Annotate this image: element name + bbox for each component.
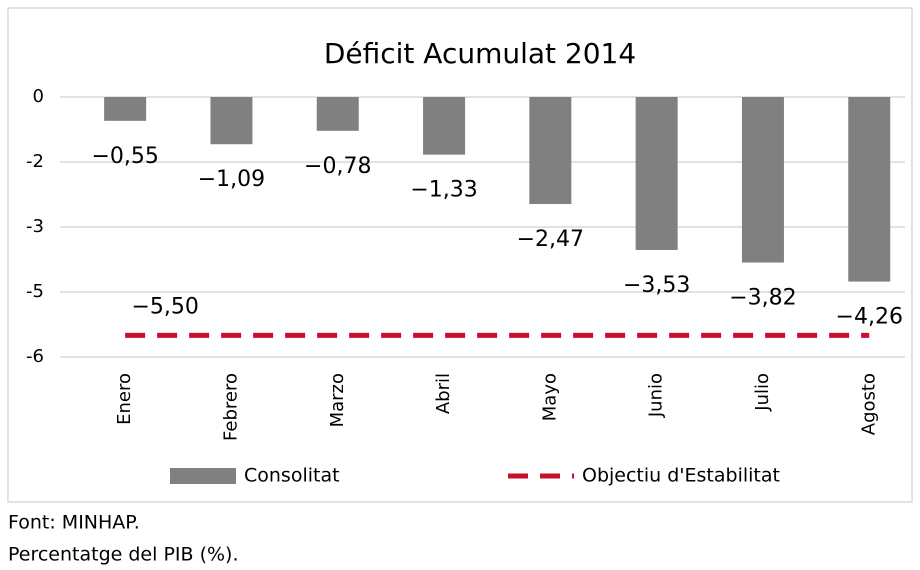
bar: [423, 97, 466, 155]
data-label: −1,09: [198, 167, 265, 192]
x-tick-label: Marzo: [327, 373, 348, 427]
y-tick-label: -5: [26, 281, 44, 302]
data-label: −4,26: [836, 305, 903, 330]
bar: [104, 97, 147, 121]
bar: [741, 97, 784, 263]
x-tick-label: Junio: [646, 373, 667, 418]
data-label: −5,50: [131, 294, 198, 319]
bar: [316, 97, 359, 131]
data-label: −0,78: [304, 154, 371, 179]
y-tick-label: -6: [26, 346, 44, 367]
x-tick-label: Enero: [114, 373, 135, 425]
legend-label: Objectiu d'Estabilitat: [582, 465, 780, 487]
y-tick-label: 0: [33, 86, 44, 107]
y-tick-label: -3: [26, 216, 44, 237]
x-tick-label: Agosto: [858, 373, 879, 435]
legend-swatch: [170, 468, 236, 484]
y-tick-label: -2: [26, 151, 44, 172]
bar: [210, 97, 253, 145]
x-tick-label: Mayo: [539, 373, 560, 421]
note: Font: MINHAP.: [8, 512, 140, 534]
data-label: −2,47: [517, 227, 584, 252]
note: Percentatge del PIB (%).: [8, 544, 239, 566]
chart-title: Déficit Acumulat 2014: [324, 37, 636, 70]
x-tick-label: Febrero: [220, 373, 241, 441]
data-label: −1,33: [410, 178, 477, 203]
legend-label: Consolitat: [244, 465, 340, 487]
bar: [848, 97, 891, 282]
data-label: −3,53: [623, 273, 690, 298]
bar: [635, 97, 678, 250]
bar: [529, 97, 572, 205]
x-tick-label: Abril: [433, 373, 454, 414]
data-label: −0,55: [91, 144, 158, 169]
x-tick-label: Julio: [752, 373, 773, 412]
data-label: −3,82: [729, 286, 796, 311]
